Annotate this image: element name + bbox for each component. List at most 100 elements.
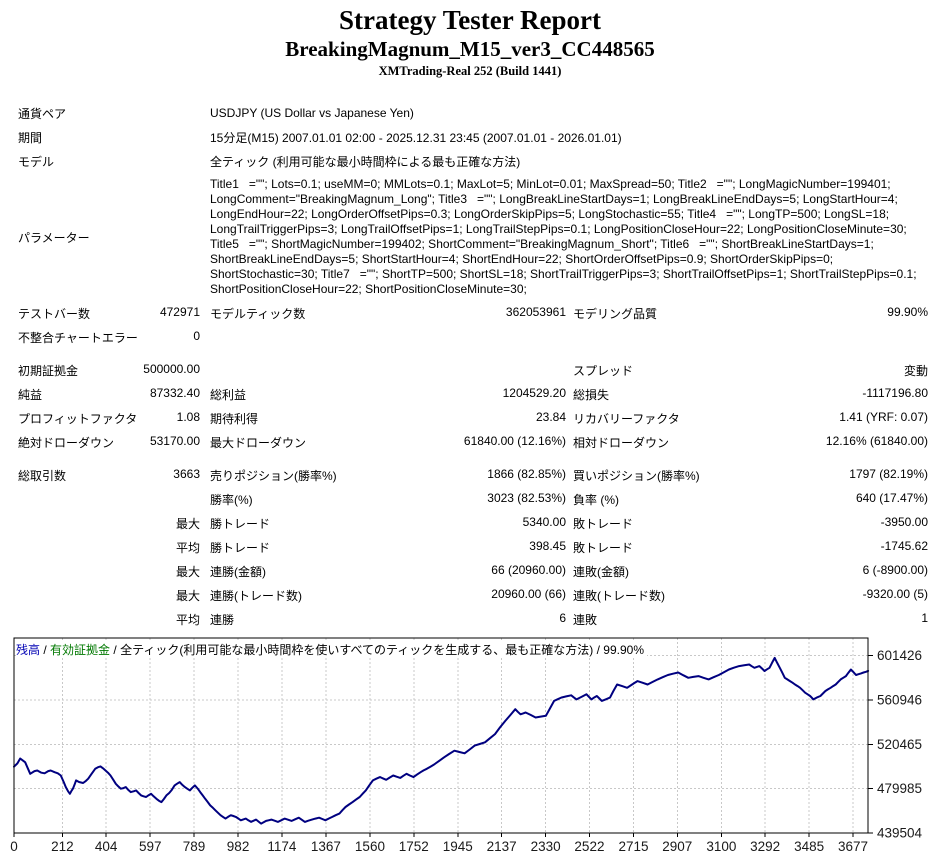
x-axis-label: 597 <box>139 839 162 854</box>
stat-label: 勝トレード <box>210 516 271 531</box>
parameters-row: パラメーター Title1 =""; Lots=0.1; useMM=0; MM… <box>18 173 928 301</box>
x-axis-label: 1560 <box>355 839 385 854</box>
stat-value: 1866 (82.85%) <box>487 466 566 481</box>
x-axis-label: 2522 <box>574 839 604 854</box>
stat-label: 連勝(金額) <box>210 564 266 579</box>
stat-value: 61840.00 (12.16%) <box>463 433 566 448</box>
stat-label: 純益 <box>18 387 43 402</box>
stat-row: 勝率(%) 3023 (82.53%) 負率 (%) 640 (17.47%) <box>18 487 928 511</box>
stat-value: 平均 <box>175 540 200 555</box>
stat-cell: 連敗 1 <box>573 611 928 628</box>
stat-cell: 連敗(金額) 6 (-8900.00) <box>573 563 928 580</box>
x-axis-label: 3100 <box>706 839 736 854</box>
report-header: Strategy Tester Report BreakingMagnum_M1… <box>0 4 940 79</box>
chart-frame <box>13 637 869 834</box>
info-label: 通貨ペア <box>18 106 67 121</box>
stat-value: -3950.00 <box>880 514 928 529</box>
stat-label: 敗トレード <box>573 540 634 555</box>
stat-cell: 期待利得 23.84 <box>210 410 566 427</box>
stat-value: 23.84 <box>535 409 566 424</box>
stat-label: 期待利得 <box>210 411 259 426</box>
stat-label: 不整合チャートエラー <box>18 330 138 345</box>
stat-value: 99.90% <box>887 304 928 319</box>
x-axis-label: 3485 <box>794 839 824 854</box>
stat-label: 負率 (%) <box>573 492 619 507</box>
y-axis-label: 479985 <box>877 781 922 796</box>
stat-row: 最大 連勝(トレード数) 20960.00 (66) 連敗(トレード数) -9320.0… <box>18 583 928 607</box>
stat-cell: 最大ドローダウン 61840.00 (12.16%) <box>210 434 566 451</box>
info-rows: 通貨ペア USDJPY (US Dollar vs Japanese Yen) 期間… <box>18 101 928 173</box>
stat-value: 20960.00 (66) <box>491 586 566 601</box>
x-axis-label: 789 <box>183 839 206 854</box>
x-axis-label: 982 <box>227 839 250 854</box>
stat-row: 総取引数 3663 売りポジション(勝率%) 1866 (82.85%) 買いポジション… <box>18 463 928 487</box>
stat-label: 連敗 <box>573 612 598 627</box>
stat-value: 6 (-8900.00) <box>862 562 928 577</box>
stat-value: 3663 <box>173 466 200 481</box>
y-axis-label: 439504 <box>877 826 923 841</box>
stat-value: 最大 <box>175 588 200 603</box>
stat-value: 0 <box>193 328 200 343</box>
section-gap <box>18 454 928 463</box>
stat-label: 勝率(%) <box>210 492 253 507</box>
info-label: モデル <box>18 154 55 169</box>
x-axis-label: 0 <box>10 839 18 854</box>
stat-label: 連勝(トレード数) <box>210 588 302 603</box>
stat-cell: テストバー数 472971 <box>18 305 200 322</box>
stat-cell: 不整合チャートエラー 0 <box>18 329 200 346</box>
info-value: USDJPY (US Dollar vs Japanese Yen) <box>210 106 414 120</box>
stat-value: 500000.00 <box>143 361 200 376</box>
stat-cell: 総損失 -1117196.80 <box>573 386 928 403</box>
chart-model-quality: 全ティック(利用可能な最小時間枠を使いすべてのティックを生成する、最も正確な方法… <box>120 643 644 657</box>
stat-value: -9320.00 (5) <box>862 586 928 601</box>
stat-value: -1117196.80 <box>862 385 928 400</box>
stat-row: 純益 87332.40 総利益 1204529.20 総損失 -1117196.80 <box>18 382 928 406</box>
stat-cell: 連勝(金額) 66 (20960.00) <box>210 563 566 580</box>
info-value: 15分足(M15) 2007.01.01 02:00 - 2025.12.31 … <box>210 130 622 145</box>
stat-cell: 最大 <box>18 515 200 532</box>
stat-cell: 総利益 1204529.20 <box>210 386 566 403</box>
stat-label: モデリング品質 <box>573 306 658 321</box>
info-row: 期間 15分足(M15) 2007.01.01 02:00 - 2025.12.3… <box>18 125 928 149</box>
stat-label: 総利益 <box>210 387 247 402</box>
x-axis-label: 3292 <box>750 839 780 854</box>
stat-row: 最大 勝トレード 5340.00 敗トレード -3950.00 <box>18 511 928 535</box>
section-gap <box>18 349 928 358</box>
stat-value: 6 <box>559 610 566 625</box>
stat-label: 連勝 <box>210 612 235 627</box>
stat-cell: モデリング品質 99.90% <box>573 305 928 322</box>
server-build: XMTrading-Real 252 (Build 1441) <box>378 64 562 78</box>
stat-cell: 相対ドローダウン 12.16% (61840.00) <box>573 434 928 451</box>
x-axis-label: 1367 <box>311 839 341 854</box>
legend-separator-2: / <box>110 643 121 657</box>
stat-cell: 勝率(%) 3023 (82.53%) <box>210 491 566 508</box>
stat-label: 総損失 <box>573 387 610 402</box>
x-axis-label: 212 <box>51 839 74 854</box>
x-axis-label: 1945 <box>443 839 473 854</box>
x-axis-label: 2715 <box>618 839 648 854</box>
stat-cell: 連敗(トレード数) -9320.00 (5) <box>573 587 928 604</box>
stat-value: -1745.62 <box>880 538 928 553</box>
x-axis-label: 3677 <box>838 839 868 854</box>
chart-legend: 残高 / 有効証拠金 / 全ティック(利用可能な最小時間枠を使いすべてのティック… <box>16 641 647 658</box>
stat-label: テストバー数 <box>18 306 91 321</box>
stat-cell: 初期証拠金 500000.00 <box>18 362 200 379</box>
stat-label: 連敗(金額) <box>573 564 629 579</box>
legend-separator-1: / <box>40 643 51 657</box>
stat-value: 472971 <box>159 304 200 319</box>
stat-row: 初期証拠金 500000.00 スプレッド 変動 <box>18 358 928 382</box>
x-axis-label: 2907 <box>662 839 692 854</box>
stat-value: 5340.00 <box>522 514 566 529</box>
balance-line <box>13 656 870 825</box>
stat-value: 最大 <box>175 516 200 531</box>
stat-row: テストバー数 472971 モデルティック数 362053961 モデリング品質 99.9… <box>18 301 928 325</box>
y-axis-label: 520465 <box>877 737 922 752</box>
stat-cell: 最大 <box>18 587 200 604</box>
info-row: モデル 全ティック (利用可能な最小時間枠による最も正確な方法) <box>18 149 928 173</box>
stat-cell: 連勝 6 <box>210 611 566 628</box>
x-axis-label: 404 <box>95 839 118 854</box>
stat-cell: スプレッド 変動 <box>573 362 928 379</box>
stat-cell: 勝トレード 398.45 <box>210 539 566 556</box>
stat-label: 連敗(トレード数) <box>573 588 665 603</box>
stat-cell: 純益 87332.40 <box>18 386 200 403</box>
